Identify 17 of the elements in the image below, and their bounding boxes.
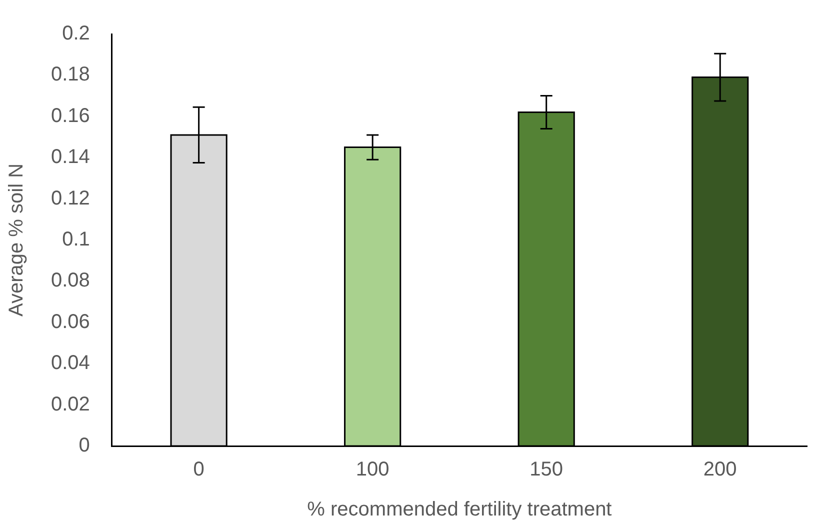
- y-tick-label: 0.06: [50, 310, 90, 333]
- y-tick-label: 0.02: [50, 393, 90, 416]
- y-tick-label: 0: [78, 434, 90, 457]
- y-tick-label: 0.12: [50, 187, 90, 210]
- y-axis-title: Average % soil N: [6, 163, 28, 317]
- y-tick-label: 0.04: [50, 352, 90, 374]
- y-tick-label: 0.18: [50, 64, 90, 86]
- x-axis-title: % recommended fertility treatment: [307, 498, 612, 521]
- x-tick-label: 200: [703, 458, 737, 481]
- x-tick-label: 0: [193, 458, 204, 481]
- x-tick-label: 150: [530, 458, 564, 481]
- y-tick-label: 0.2: [62, 22, 90, 45]
- y-tick-label: 0.08: [50, 270, 90, 292]
- y-tick-label: 0.16: [50, 104, 90, 127]
- y-tick-label: 0.14: [50, 146, 90, 168]
- x-tick-label: 100: [356, 458, 390, 481]
- y-tick-label: 0.1: [62, 228, 90, 251]
